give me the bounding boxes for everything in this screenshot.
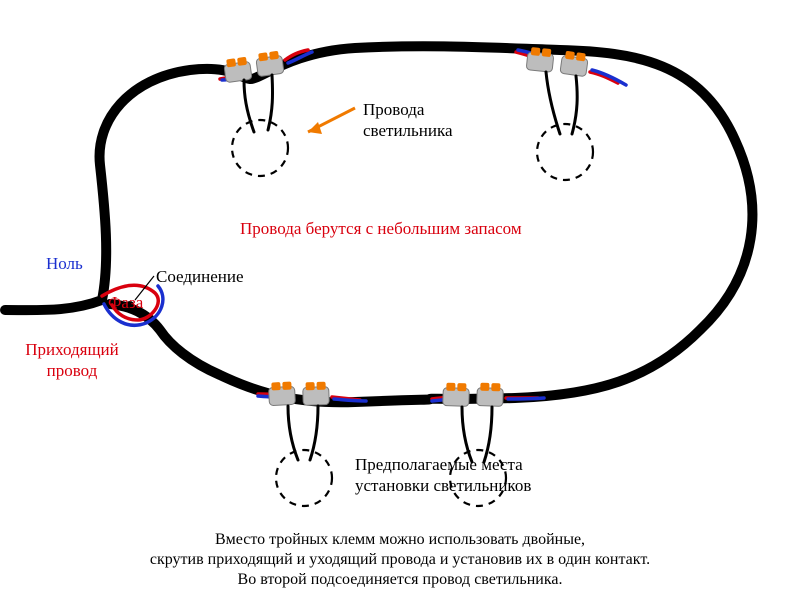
wire-neutral [592,70,626,85]
lamp-location [232,120,288,176]
lamp-wire [244,80,254,132]
label-connection: Соединение [156,266,244,287]
terminal-block [477,383,504,407]
label-lamp-wires: Провода светильника [363,99,453,142]
lamp-location [276,450,332,506]
wire-neutral [334,399,366,401]
lamp-location [537,124,593,180]
label-footer: Вместо тройных клемм можно использовать … [0,530,800,590]
label-neutral: Ноль [46,253,83,274]
terminal-block [303,382,330,406]
wire-neutral [508,398,544,399]
label-phase: Фаза [108,292,143,313]
label-places: Предполагаемые места установки светильни… [355,454,531,497]
lamp-wire [546,72,560,134]
terminal-block [255,50,284,76]
terminal-block [268,381,295,405]
arrow-head-icon [308,122,322,134]
label-incoming: Приходящий провод [12,339,132,382]
terminal-block [223,56,252,82]
terminal-block [443,383,470,407]
label-slack: Провода берутся с небольшим запасом [240,218,522,239]
